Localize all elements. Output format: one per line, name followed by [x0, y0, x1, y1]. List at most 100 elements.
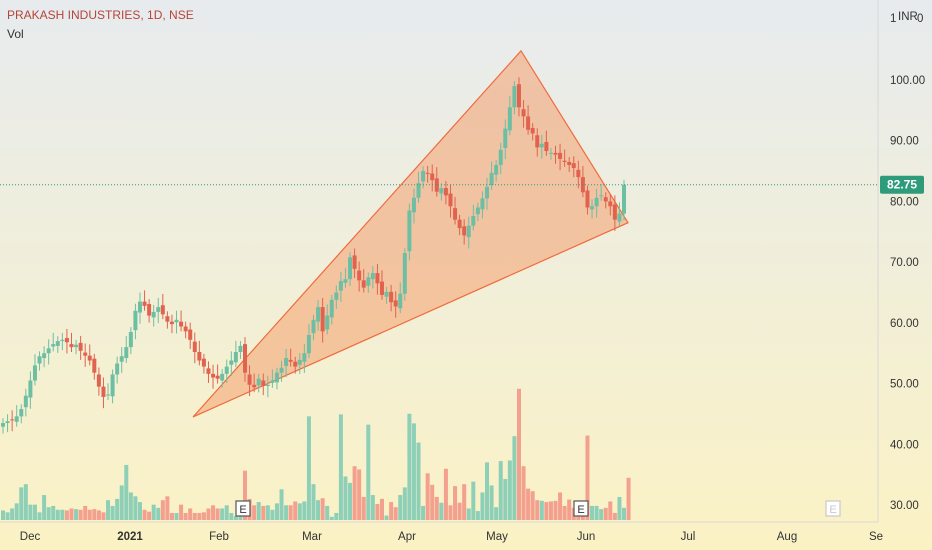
candle-body: [261, 380, 266, 386]
volume-bar: [475, 511, 480, 520]
candle-body: [14, 416, 19, 422]
candle-body: [325, 315, 330, 330]
volume-bar: [261, 505, 266, 520]
candle-body: [192, 341, 197, 352]
volume-bar: [453, 486, 458, 520]
candle-body: [443, 188, 448, 196]
volume-bar: [338, 414, 343, 520]
candle-body: [466, 225, 471, 238]
volume-bar: [160, 500, 165, 520]
candle-body: [23, 395, 28, 408]
volume-bar: [498, 461, 503, 520]
volume-bar: [64, 510, 69, 520]
volume-bar: [179, 504, 184, 520]
x-tick-label: Jun: [577, 531, 596, 543]
volume-bar: [238, 516, 243, 520]
volume-bar: [137, 502, 142, 520]
volume-bar: [279, 489, 284, 520]
x-tick-label: Se: [869, 531, 883, 543]
candle-body: [256, 378, 261, 386]
candle-body: [188, 329, 193, 340]
candle-body: [270, 380, 275, 383]
volume-bar: [201, 512, 206, 520]
volume-bar: [197, 512, 202, 520]
candle-body: [83, 352, 88, 356]
candle-body: [87, 355, 92, 361]
x-tick-label: Feb: [209, 531, 229, 543]
volume-bar: [92, 509, 97, 520]
volume-bar: [612, 512, 617, 520]
x-tick-label: Apr: [398, 531, 416, 543]
volume-bar: [599, 509, 604, 520]
candle-body: [622, 184, 626, 214]
volume-bar: [617, 496, 622, 520]
candle-body: [480, 198, 485, 210]
candle-body: [293, 361, 298, 367]
volume-bar: [220, 508, 225, 520]
volume-bar: [46, 507, 51, 520]
candle-body: [430, 173, 435, 181]
candle-body: [357, 270, 362, 281]
candle-body: [539, 143, 544, 148]
candle-body: [585, 190, 590, 208]
candle-body: [571, 163, 576, 169]
candle-body: [96, 374, 101, 387]
candle-body: [553, 152, 558, 155]
volume-bar: [188, 508, 193, 520]
volume-bar: [224, 505, 229, 520]
x-tick-label: May: [486, 531, 508, 543]
volume-bar: [585, 435, 590, 520]
candle-body: [320, 307, 325, 332]
volume-bar: [243, 470, 248, 520]
candle-body: [530, 127, 535, 134]
candle-body: [211, 373, 216, 378]
candle-body: [393, 300, 398, 307]
volume-bar: [535, 500, 540, 520]
candle-body: [489, 172, 494, 186]
volume-bar: [1, 510, 5, 520]
volume-bar: [407, 413, 412, 520]
volume-bar: [78, 509, 83, 520]
candle-body: [124, 347, 129, 359]
candle-body: [334, 292, 339, 300]
svg-text:E: E: [829, 504, 836, 516]
volume-bar: [375, 504, 380, 520]
candle-body: [174, 319, 179, 323]
candle-body: [535, 135, 540, 148]
volume-bar: [206, 508, 211, 520]
candle-body: [197, 352, 202, 361]
volume-bar: [457, 502, 462, 520]
candle-body: [69, 344, 74, 348]
candle-body: [421, 171, 426, 182]
volume-bar: [60, 509, 65, 520]
candle-body: [617, 213, 622, 222]
candle-body: [64, 338, 69, 343]
candle-body: [375, 273, 380, 284]
last-price-label: 82.75: [887, 178, 917, 192]
volume-bar: [357, 469, 362, 520]
volume-bar: [366, 424, 371, 520]
volume-bar: [567, 499, 572, 520]
candle-body: [110, 374, 115, 397]
volume-bar: [293, 501, 298, 520]
volume-bar: [10, 508, 15, 520]
volume-bar: [270, 509, 275, 520]
candle-body: [352, 255, 357, 269]
candle-body: [128, 331, 133, 348]
volume-bar: [297, 503, 302, 520]
candle-body: [612, 204, 617, 220]
candle-body: [448, 193, 453, 207]
candle-body: [288, 359, 293, 362]
y-tick-label: 30.00: [890, 500, 919, 512]
candle-body: [51, 344, 56, 347]
volume-bar: [434, 496, 439, 520]
candle-body: [521, 109, 526, 117]
candle-body: [220, 373, 225, 381]
volume-bar: [379, 498, 384, 520]
volume-bar: [507, 460, 512, 520]
y-tick-label: 100.00: [890, 75, 925, 87]
volume-bar: [320, 498, 325, 520]
candle-body: [366, 277, 371, 286]
candle-body: [471, 216, 476, 226]
